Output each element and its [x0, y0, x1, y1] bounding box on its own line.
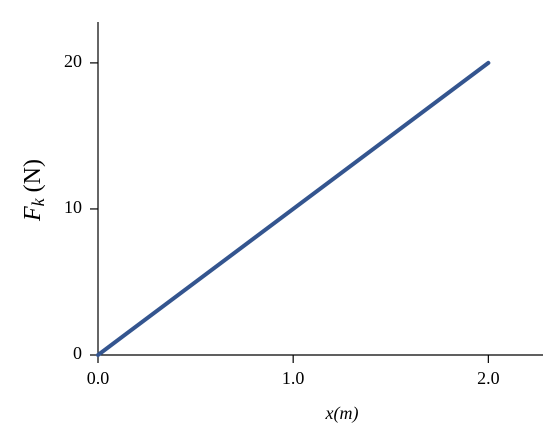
y-label-subscript: k [28, 197, 48, 206]
x-tick-label: 1.0 [282, 368, 305, 388]
data-line [96, 60, 491, 357]
x-tick-label: 0.0 [87, 368, 110, 388]
x-tick-label: 2.0 [477, 368, 500, 388]
y-label-symbol: F [20, 206, 46, 222]
y-label-unit: (N) [20, 159, 46, 192]
y-tick-label: 0 [73, 343, 82, 363]
y-tick-label: 10 [64, 197, 82, 217]
y-tick-label: 20 [64, 51, 82, 71]
x-axis-label: x(m) [325, 403, 359, 424]
y-axis-label: Fk (N) [20, 159, 49, 222]
